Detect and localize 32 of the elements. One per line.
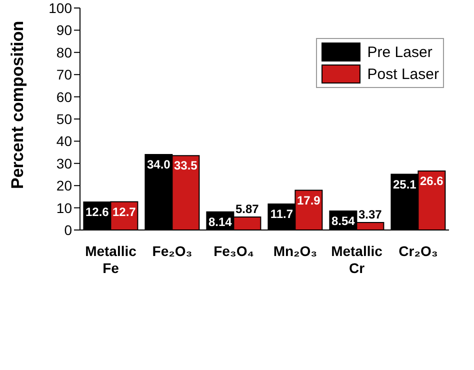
data-label: 33.5	[174, 158, 198, 173]
x-tick-label: Metallic Fe	[85, 243, 137, 276]
data-label: 11.7	[270, 207, 294, 222]
data-label: 26.6	[420, 174, 444, 188]
y-axis-title: Percent composition	[8, 20, 28, 189]
x-tick-label: Cr₂O₃	[398, 243, 438, 259]
y-tick-label: 60	[56, 88, 72, 105]
y-tick-label: 70	[56, 66, 72, 83]
legend-label: Post Laser	[367, 66, 439, 82]
y-tick-label: 100	[48, 0, 72, 16]
legend-label: Pre Laser	[367, 44, 432, 60]
y-tick-label: 80	[56, 44, 72, 60]
data-label: 8.14	[208, 214, 232, 229]
data-label: 5.87	[236, 202, 260, 216]
x-tick-label: Fe₂O₃	[152, 243, 192, 259]
x-tick-label: Fe₃O₄	[214, 243, 254, 259]
data-label: 8.54	[332, 214, 356, 228]
y-tick-label: 30	[56, 155, 72, 172]
y-tick-label: 10	[56, 200, 72, 216]
data-label: 3.37	[358, 208, 382, 222]
data-label: 12.6	[86, 205, 110, 220]
y-tick-label: 90	[56, 22, 72, 38]
y-tick-label: 0	[64, 222, 72, 238]
x-tick-label: Metallic Cr	[331, 243, 383, 276]
y-tick-label: 50	[56, 110, 72, 127]
y-tick-label: 40	[56, 133, 72, 150]
data-label: 25.1	[393, 177, 417, 192]
data-label: 12.7	[112, 204, 136, 219]
data-label: 17.9	[297, 193, 321, 208]
data-label: 34.0	[147, 158, 171, 172]
y-tick-label: 20	[56, 178, 72, 194]
x-tick-label: Mn₂O₃	[273, 243, 318, 259]
